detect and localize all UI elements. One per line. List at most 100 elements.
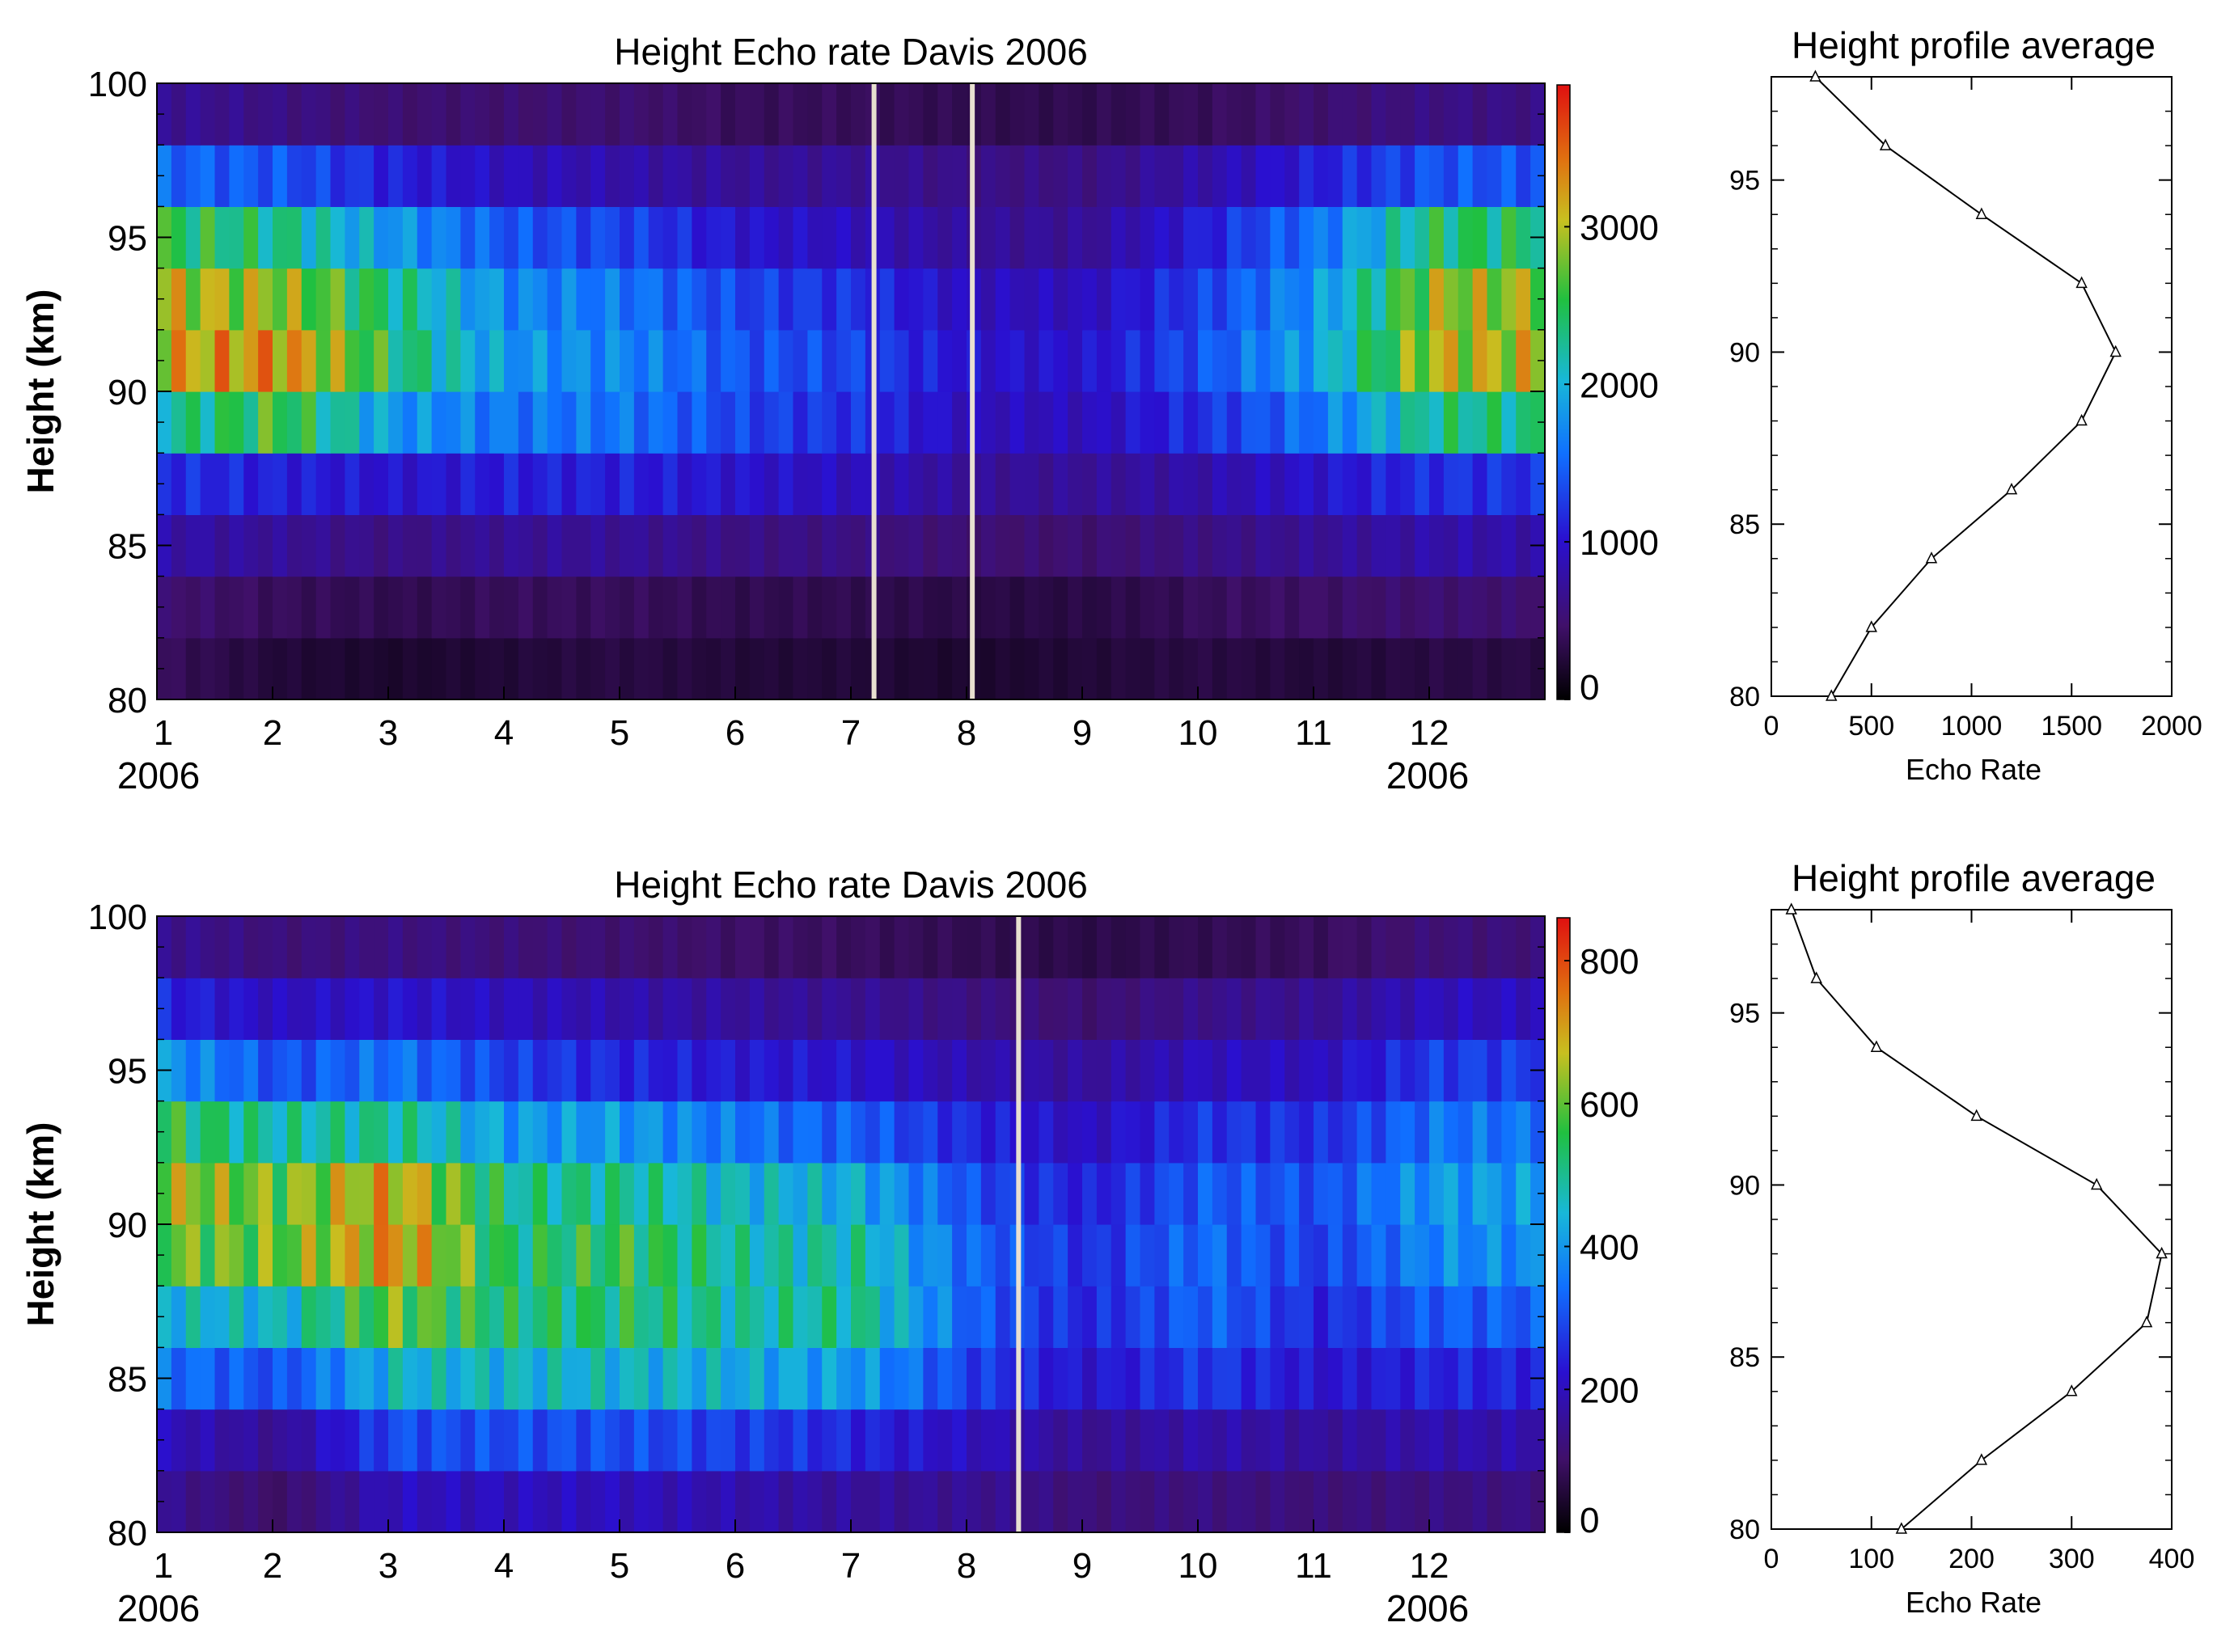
heatmap-cell: [1255, 1224, 1271, 1287]
heatmap-cell: [286, 1409, 303, 1472]
heatmap-cell: [620, 637, 635, 700]
heatmap-cell: [980, 576, 996, 639]
heatmap-cell: [1299, 1347, 1314, 1410]
heatmap-cell: [576, 268, 591, 331]
heatmap-cell: [1284, 391, 1300, 454]
heatmap-cell: [605, 1470, 620, 1533]
heatmap-cell: [749, 1347, 765, 1410]
heatmap-cell: [1487, 514, 1502, 577]
heatmap-cell: [1472, 391, 1488, 454]
heatmap-cell: [908, 1409, 924, 1472]
heatmap-cell: [1270, 206, 1285, 269]
x-tick-label: 6: [726, 713, 745, 753]
heatmap-cell: [1024, 206, 1039, 269]
top-heatmap-xsublabel-end: 2006: [1386, 754, 1469, 796]
heatmap-cell: [286, 1347, 303, 1410]
heatmap-cell: [836, 206, 852, 269]
heatmap-cell: [1169, 1162, 1184, 1225]
heatmap-cell: [576, 329, 591, 392]
heatmap-cell: [1039, 637, 1054, 700]
heatmap-cell: [1096, 1286, 1112, 1348]
heatmap-cell: [1212, 268, 1228, 331]
heatmap-cell: [590, 453, 606, 515]
heatmap-cell: [1356, 1470, 1373, 1533]
colorbar-tick-label: 400: [1580, 1228, 1639, 1268]
heatmap-cell: [185, 83, 201, 146]
heatmap-cell: [1039, 1470, 1054, 1533]
heatmap-cell: [735, 1101, 751, 1164]
heatmap-cell: [1270, 329, 1285, 392]
heatmap-cell: [345, 145, 360, 207]
heatmap-cell: [518, 145, 534, 207]
x-tick-label: 2: [263, 713, 282, 753]
heatmap-cell: [157, 1101, 172, 1164]
heatmap-cell: [1111, 978, 1127, 1040]
heatmap-cell: [807, 329, 823, 392]
heatmap-cell: [229, 391, 244, 454]
heatmap-cell: [923, 1347, 938, 1410]
heatmap-cell: [923, 1162, 938, 1225]
heatmap-cell: [1154, 1347, 1170, 1410]
heatmap-cell: [735, 576, 751, 639]
heatmap-cell: [417, 83, 433, 146]
heatmap-cell: [908, 268, 924, 331]
heatmap-cell: [1443, 1470, 1459, 1533]
heatmap-cell: [1024, 1470, 1039, 1533]
heatmap-cell: [229, 268, 244, 331]
heatmap-cell: [1314, 637, 1329, 700]
heatmap-cell: [633, 1470, 649, 1533]
profile-y-tick-label: 95: [1729, 166, 1760, 196]
heatmap-cell: [1487, 329, 1502, 392]
heatmap-cell: [258, 1224, 273, 1287]
heatmap-cell: [1487, 1409, 1502, 1472]
heatmap-cell: [937, 916, 953, 978]
heatmap-cell: [315, 329, 332, 392]
heatmap-cell: [157, 83, 172, 146]
heatmap-cell: [460, 1409, 476, 1472]
x-tick-label: 4: [494, 713, 514, 753]
heatmap-cell: [460, 329, 476, 392]
heatmap-cell: [1039, 1347, 1054, 1410]
heatmap-cell: [1516, 329, 1531, 392]
heatmap-cell: [431, 1162, 447, 1225]
heatmap-cell: [431, 1286, 447, 1348]
heatmap-cell: [620, 1409, 635, 1472]
heatmap-cell: [1125, 453, 1141, 515]
heatmap-cell: [620, 329, 635, 392]
heatmap-cell: [388, 453, 404, 515]
heatmap-cell: [576, 1101, 591, 1164]
heatmap-cell: [1198, 268, 1213, 331]
heatmap-cell: [1009, 145, 1026, 207]
x-tick-label: 3: [379, 713, 398, 753]
heatmap-cell: [1314, 1224, 1329, 1287]
heatmap-cell: [1140, 1409, 1155, 1472]
heatmap-cell: [417, 1409, 433, 1472]
heatmap-cell: [1284, 1470, 1300, 1533]
heatmap-cell: [489, 1039, 505, 1102]
heatmap-cell: [980, 1409, 996, 1472]
heatmap-cell: [330, 1409, 345, 1472]
heatmap-cell: [1415, 1039, 1430, 1102]
heatmap-cell: [301, 1224, 317, 1287]
heatmap-cell: [1024, 83, 1039, 146]
heatmap-cell: [952, 1347, 967, 1410]
heatmap-cell: [1024, 978, 1039, 1040]
heatmap-cell: [1241, 268, 1257, 331]
heatmap-cell: [952, 83, 967, 146]
heatmap-cell: [1270, 391, 1285, 454]
heatmap-cell: [923, 1470, 938, 1533]
heatmap-cell: [243, 1224, 259, 1287]
heatmap-cell: [923, 1224, 938, 1287]
heatmap-cell: [301, 268, 317, 331]
heatmap-cell: [1183, 916, 1199, 978]
heatmap-cell: [807, 1101, 823, 1164]
heatmap-cell: [1501, 329, 1517, 392]
heatmap-cell: [1443, 268, 1459, 331]
heatmap-cell: [547, 514, 563, 577]
heatmap-cell: [706, 145, 721, 207]
heatmap-cell: [648, 1224, 664, 1287]
heatmap-cell: [286, 1286, 303, 1348]
heatmap-cell: [590, 576, 606, 639]
heatmap-cell: [590, 514, 606, 577]
heatmap-cell: [1516, 1347, 1531, 1410]
